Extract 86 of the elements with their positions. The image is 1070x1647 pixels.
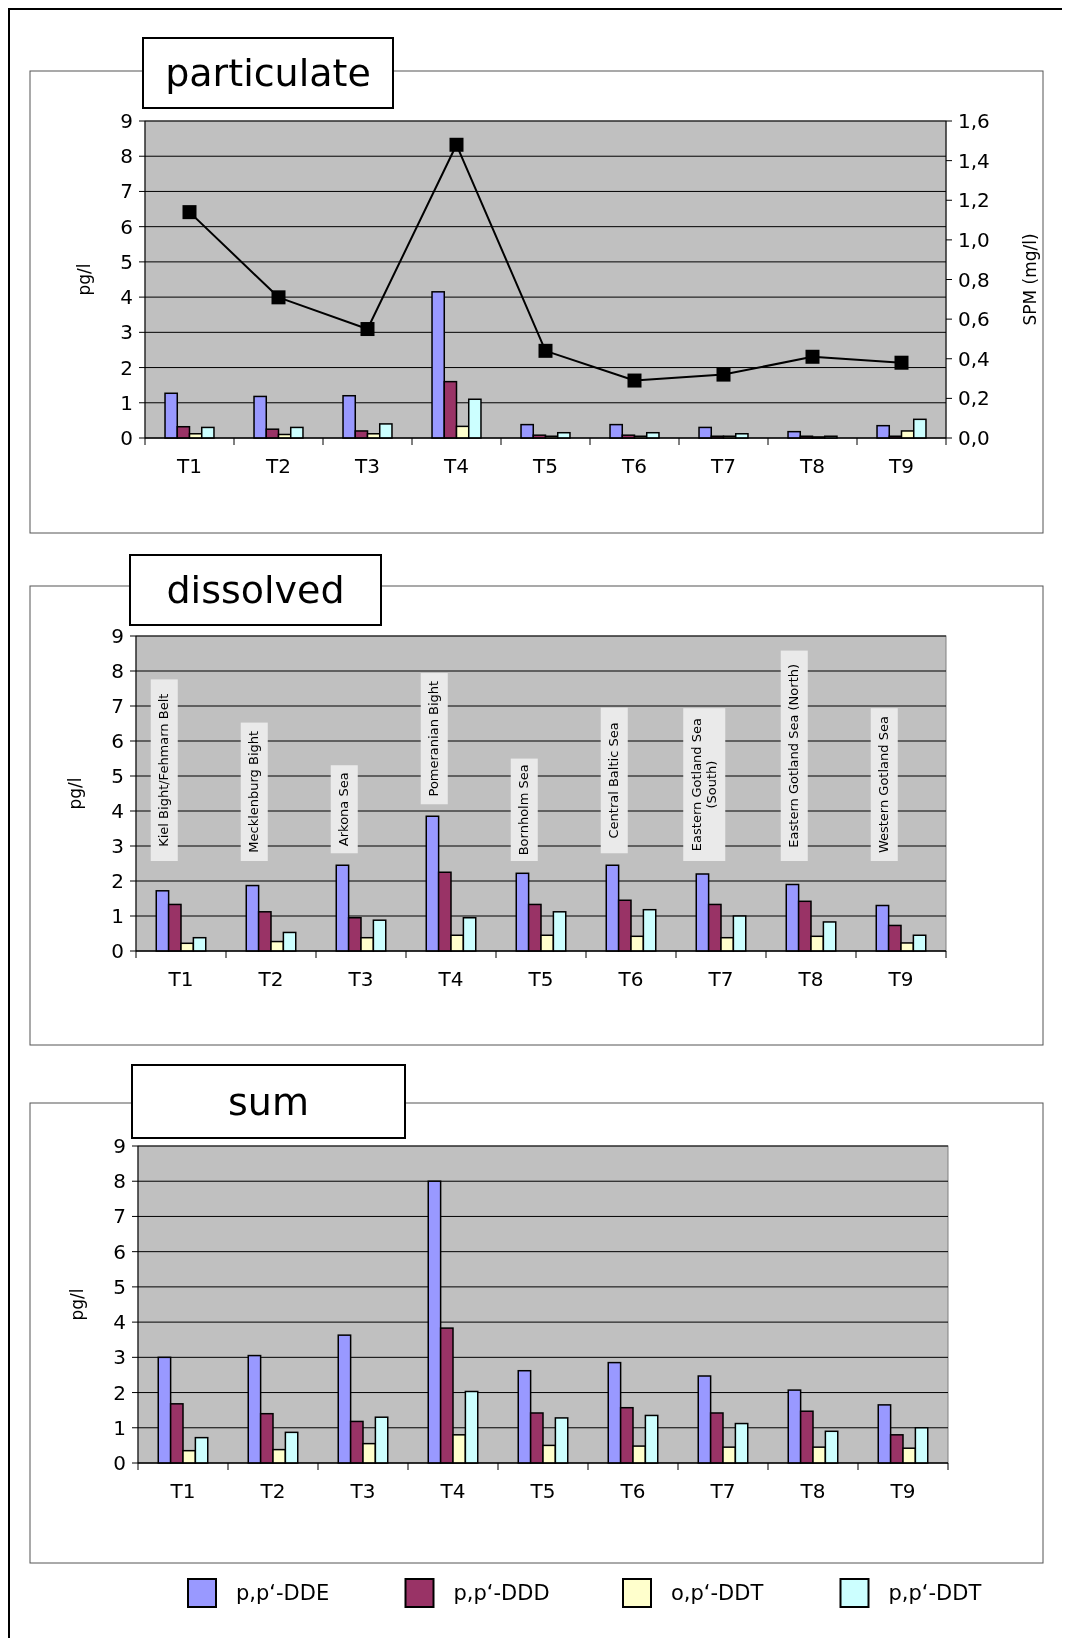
x-tick-label: T2 — [265, 454, 291, 478]
y-tick-label: 0 — [113, 1451, 126, 1475]
annotation: Arkona Sea — [336, 772, 352, 847]
x-tick-label: T3 — [347, 967, 374, 991]
y2-tick-label: 1,2 — [958, 188, 990, 213]
y2-tick-label: 0,4 — [958, 346, 990, 371]
annotation: Western Gotland Sea — [876, 716, 892, 854]
x-tick-label: T2 — [259, 1479, 286, 1503]
y2-tick-label: 0,2 — [958, 386, 990, 411]
y-tick-label: 9 — [111, 624, 124, 648]
legend-label: p,p‘-DDT — [888, 1581, 982, 1605]
x-tick-label: T3 — [349, 1479, 376, 1503]
y2-tick-label: 0,8 — [958, 267, 990, 292]
x-tick-label: T5 — [527, 967, 554, 991]
chart-title: particulate — [165, 51, 371, 95]
y2-tick-label: 1,6 — [958, 109, 990, 133]
y-tick-label: 6 — [111, 729, 124, 753]
x-tick-label: T9 — [889, 1479, 916, 1503]
y-tick-label: 8 — [120, 144, 133, 169]
x-tick-label: T5 — [532, 454, 558, 478]
x-tick-label: T6 — [617, 967, 644, 991]
y-tick-label: 9 — [120, 109, 133, 133]
y-tick-label: 7 — [111, 694, 124, 718]
y-tick-label: 4 — [120, 285, 133, 310]
x-tick-label: T5 — [529, 1479, 556, 1503]
y2-tick-label: 1,0 — [958, 227, 990, 252]
y-tick-label: 5 — [113, 1274, 126, 1299]
chart-title: dissolved — [166, 568, 345, 612]
y-tick-label: 1 — [113, 1415, 126, 1440]
x-tick-label: T7 — [707, 967, 734, 991]
legend-label: p,p‘-DDD — [453, 1581, 550, 1605]
y-tick-label: 5 — [111, 764, 124, 788]
x-tick-label: T2 — [257, 967, 284, 991]
y-tick-label: 3 — [120, 320, 133, 345]
x-tick-label: T4 — [437, 967, 464, 991]
x-tick-label: T7 — [710, 454, 736, 478]
annotation: Bornholm Sea — [516, 764, 532, 856]
x-tick-label: T8 — [797, 967, 824, 991]
y-tick-label: 4 — [113, 1310, 126, 1335]
x-tick-label: T6 — [621, 454, 647, 478]
y-tick-label: 3 — [113, 1345, 126, 1370]
x-tick-label: T1 — [167, 967, 194, 991]
annotation: Eastern Gotland Sea (South) — [688, 718, 719, 852]
annotation: Central Baltic Sea — [606, 722, 622, 839]
y-tick-label: 8 — [113, 1169, 126, 1194]
y-tick-label: 0 — [120, 426, 133, 450]
x-tick-label: T8 — [799, 1479, 826, 1503]
chart-title: sum — [228, 1079, 309, 1124]
x-tick-label: T3 — [354, 454, 380, 478]
x-tick-label: T1 — [176, 454, 202, 478]
y-tick-label: 2 — [120, 355, 133, 380]
y-tick-label: 6 — [120, 214, 133, 239]
y-tick-label: 1 — [111, 904, 124, 928]
y-tick-label: 5 — [120, 249, 133, 274]
annotation: Pomeranian Bight — [426, 680, 442, 797]
y-tick-label: 2 — [111, 869, 124, 893]
y-tick-label: 8 — [111, 659, 124, 683]
x-tick-label: T9 — [888, 454, 914, 478]
y-tick-label: 3 — [111, 834, 124, 858]
y-tick-label: 1 — [120, 390, 133, 415]
x-tick-label: T8 — [799, 454, 825, 478]
y-axis-title: pg/l — [74, 263, 94, 296]
y-axis-title: pg/l — [67, 1288, 87, 1321]
y2-tick-label: 1,4 — [958, 148, 990, 173]
x-tick-label: T6 — [619, 1479, 646, 1503]
y-tick-label: 0 — [111, 939, 124, 963]
y-tick-label: 7 — [113, 1204, 126, 1229]
legend-label: p,p‘-DDE — [236, 1581, 330, 1605]
x-tick-label: T7 — [709, 1479, 736, 1503]
annotation: Eastern Gotland Sea (North) — [786, 663, 802, 848]
y2-tick-label: 0,0 — [958, 426, 990, 450]
y-tick-label: 4 — [111, 799, 124, 823]
y-tick-label: 7 — [120, 179, 133, 204]
y-tick-label: 9 — [113, 1134, 126, 1158]
y2-axis-title: SPM (mg/l) — [1020, 233, 1040, 326]
x-tick-label: T9 — [887, 967, 914, 991]
legend-label: o,p‘-DDT — [671, 1581, 764, 1605]
x-tick-label: T4 — [443, 454, 469, 478]
y2-tick-label: 0,6 — [958, 307, 990, 332]
x-tick-label: T1 — [169, 1479, 196, 1503]
y-tick-label: 6 — [113, 1239, 126, 1264]
x-tick-label: T4 — [439, 1479, 466, 1503]
y-tick-label: 2 — [113, 1380, 126, 1405]
annotation: Mecklenburg Bight — [246, 730, 262, 853]
annotation: Kiel Bight/Fehmarn Belt — [156, 693, 172, 847]
y-axis-title: pg/l — [65, 777, 85, 810]
